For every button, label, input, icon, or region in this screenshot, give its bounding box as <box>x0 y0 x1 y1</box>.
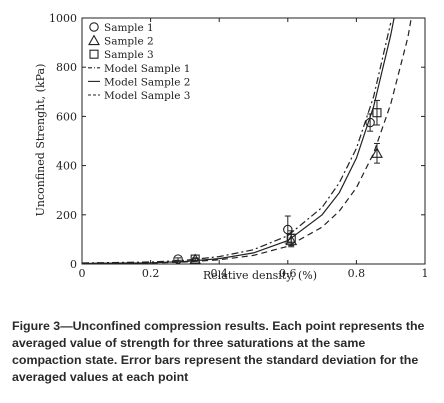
legend-entry: Model Sample 1 <box>88 63 190 75</box>
legend-symbol-triangle <box>88 34 100 46</box>
model-curve-model-sample-2 <box>82 18 395 264</box>
figure-caption: Figure 3—Unconfined compression results.… <box>12 318 434 386</box>
legend-label: Sample 1 <box>104 22 154 34</box>
y-tick-label: 200 <box>56 209 77 222</box>
y-tick-label: 800 <box>56 61 77 74</box>
legend-entry: Model Sample 3 <box>88 90 190 102</box>
x-axis-label: Relative density, (%) <box>203 269 317 282</box>
x-tick-label: 0.2 <box>142 267 160 280</box>
caption-text: —Unconfined compression results. Each po… <box>12 319 425 384</box>
legend-symbol-circle <box>89 22 99 32</box>
y-tick-label: 600 <box>56 110 77 123</box>
model-curves <box>82 18 412 264</box>
model-curve-model-sample-1 <box>82 22 392 264</box>
data-point-square <box>190 254 200 264</box>
legend-entry: Sample 1 <box>89 22 154 34</box>
model-curve-model-sample-3 <box>82 18 412 264</box>
series-sample-2 <box>189 142 383 265</box>
series-sample-1 <box>173 113 375 264</box>
legend-symbol-square <box>89 49 99 59</box>
y-tick-label: 400 <box>56 160 77 173</box>
x-tick-label: 0.6 <box>279 267 297 280</box>
legend-label: Sample 2 <box>104 36 154 48</box>
data-point-circle <box>365 117 375 128</box>
series-sample-3 <box>190 99 382 264</box>
x-tick-label: 0.8 <box>348 267 366 280</box>
data-point-circle <box>173 254 183 264</box>
x-tick-label: 0.4 <box>210 267 228 280</box>
legend-entry: Sample 3 <box>89 49 154 61</box>
axes-box <box>81 17 426 265</box>
y-tick-label: 1000 <box>49 12 77 25</box>
legend-entry: Model Sample 2 <box>88 76 190 88</box>
data-point-triangle <box>371 147 383 158</box>
data-point-square <box>372 108 382 118</box>
plot-area: 0 0.2 0.4 0.6 0.8 1 0 200 400 600 800 1000 <box>49 12 429 280</box>
legend-entry: Sample 2 <box>88 34 154 48</box>
y-tick-label: 0 <box>70 258 77 271</box>
x-tick-label: 1 <box>422 267 429 280</box>
legend-label: Model Sample 2 <box>104 76 190 88</box>
chart-figure: 0 0.2 0.4 0.6 0.8 1 0 200 400 600 800 1000 Relative… <box>34 12 429 282</box>
legend-label: Model Sample 1 <box>104 63 190 75</box>
data-point-square <box>286 233 296 243</box>
legend-label: Sample 3 <box>104 49 154 61</box>
y-axis-label: Unconfined Strenght, (kPa) <box>34 64 47 217</box>
x-tick-label: 0 <box>79 267 86 280</box>
caption-label: Figure 3 <box>12 319 61 333</box>
legend-label: Model Sample 3 <box>104 90 190 102</box>
